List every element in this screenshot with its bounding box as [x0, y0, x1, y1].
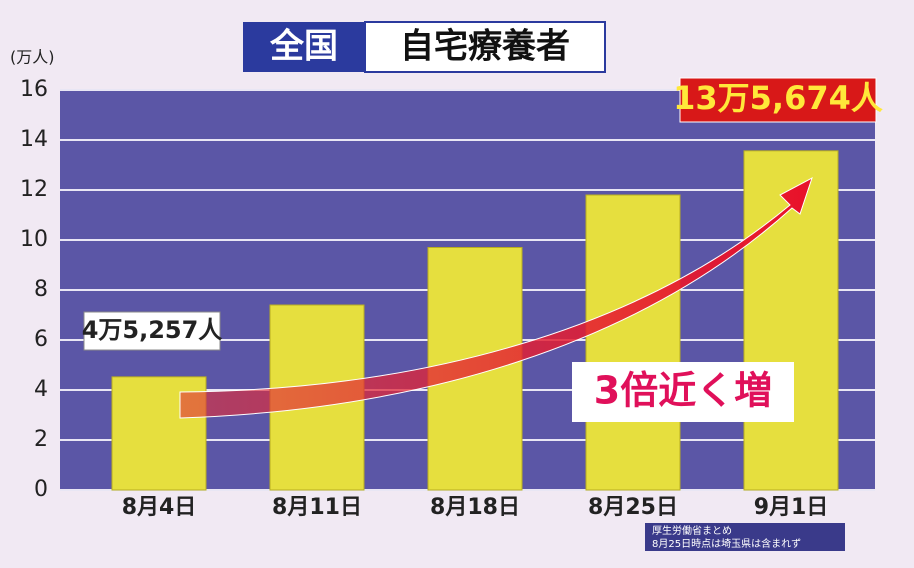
title-badge [243, 22, 365, 72]
y-tick-label: 2 [34, 427, 48, 452]
x-tick-label: 8月18日 [430, 495, 520, 520]
y-tick-label: 10 [20, 227, 48, 252]
x-tick-label: 8月4日 [122, 495, 197, 520]
growth-arrow [179, 176, 813, 419]
value-label: 4万5,257人 [82, 316, 223, 344]
subtitle-box [364, 21, 606, 73]
y-tick-label: 4 [34, 377, 48, 402]
y-tick-label: 6 [34, 327, 48, 352]
x-tick-label: 8月11日 [272, 495, 362, 520]
annotation-box [572, 362, 794, 422]
value-label-box [83, 311, 221, 351]
chart-subtitle: 自宅療養者 [400, 27, 570, 67]
bar [585, 194, 681, 491]
value-label: 13万5,674人 [673, 79, 883, 117]
source-note: 厚生労働省まとめ [652, 524, 732, 537]
x-tick-label: 8月25日 [588, 495, 678, 520]
y-tick-label: 0 [34, 477, 48, 502]
x-tick-label: 9月1日 [754, 495, 829, 520]
chart-title: 全国 [269, 27, 338, 67]
source-note: 8月25日時点は埼玉県は含まれず [652, 537, 801, 550]
y-axis-unit: (万人) [10, 48, 55, 67]
source-box [645, 523, 845, 551]
y-tick-label: 16 [20, 77, 48, 102]
y-tick-label: 14 [20, 127, 48, 152]
annotation: 3倍近く増 [594, 369, 772, 413]
value-label-box [679, 77, 877, 123]
y-tick-label: 12 [20, 177, 48, 202]
y-tick-label: 8 [34, 277, 48, 302]
